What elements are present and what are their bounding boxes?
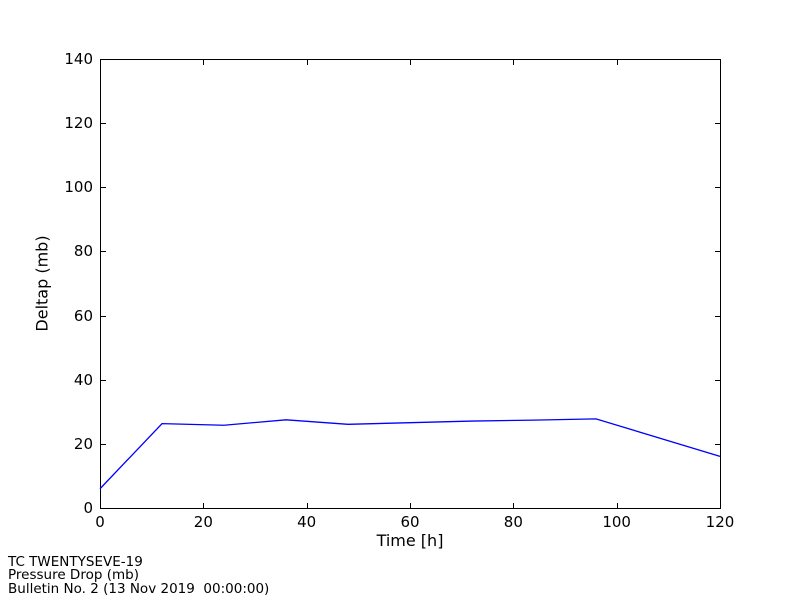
chart-annotation: TC TWENTYSEVE-19 Pressure Drop (mb) Bull… [8,554,270,597]
x-tick-label: 60 [400,513,420,531]
annotation-variable-name: Pressure Drop (mb) [8,567,139,584]
x-tick-label: 0 [95,513,105,531]
axes-frame [100,59,721,509]
y-tick-label: 80 [73,242,93,261]
pressure-drop-line [99,418,721,490]
x-axis-label: Time [h] [376,531,444,550]
y-tick-label: 0 [83,499,93,517]
x-tick-label: 100 [602,513,631,531]
y-axis-label: Deltap (mb) [32,235,52,332]
x-tick-label: 120 [705,513,735,531]
annotation-bulletin-info: Bulletin No. 2 (13 Nov 2019 00:00:00) [8,580,270,597]
y-tick-label: 140 [64,50,93,68]
x-tick-label: 20 [193,513,213,531]
x-tick-label: 40 [297,513,317,531]
annotation-storm-name: TC TWENTYSEVE-19 [8,554,143,570]
x-tick-label: 80 [503,513,523,531]
y-tick-label: 20 [73,434,93,453]
y-tick-label: 120 [64,114,93,133]
y-tick-label: 40 [73,370,93,389]
y-tick-label: 100 [64,178,93,197]
y-tick-label: 60 [73,306,93,325]
